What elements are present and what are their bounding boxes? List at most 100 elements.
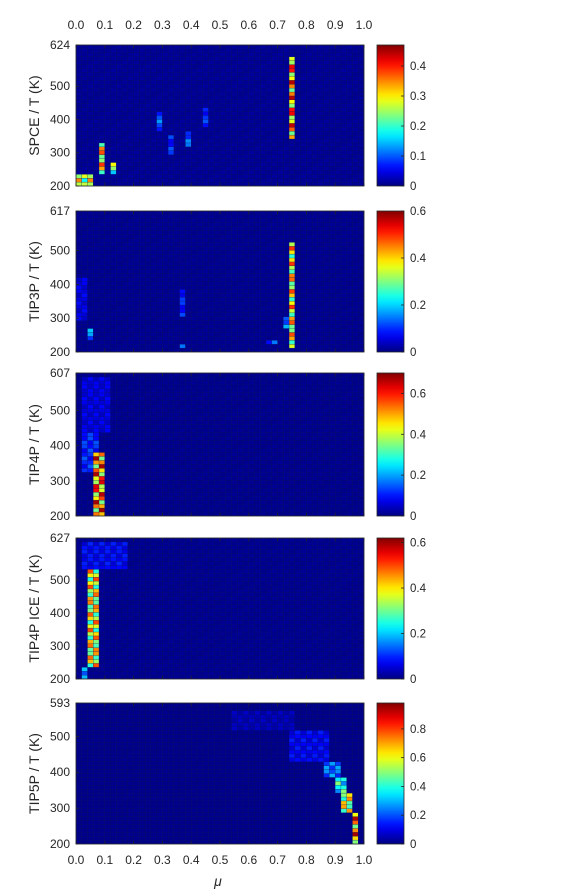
heatmap-cell (167, 158, 175, 163)
heatmap-cell (323, 281, 330, 286)
heatmap-cell (150, 296, 157, 302)
heatmap-cell (173, 170, 180, 175)
heatmap-cell (162, 448, 169, 453)
heatmap-cell (225, 242, 232, 247)
heatmap-cell (283, 166, 290, 171)
heatmap-cell (121, 234, 129, 239)
heatmap-cell (87, 52, 94, 57)
heatmap-cell (208, 134, 215, 140)
heatmap-cell (104, 396, 111, 401)
heatmap-cell (75, 44, 82, 50)
heatmap-cell (260, 134, 267, 140)
heatmap-cell (110, 448, 117, 453)
heatmap-cell (294, 72, 301, 77)
heatmap-cell (254, 300, 261, 306)
heatmap-cell (248, 52, 255, 57)
heatmap-cell (121, 48, 129, 54)
heatmap-cell (162, 80, 169, 85)
heatmap-cell (306, 76, 313, 81)
heatmap-cell (110, 134, 117, 140)
heatmap-cell (156, 440, 163, 445)
heatmap-cell (311, 177, 319, 183)
heatmap-cell (93, 64, 100, 69)
heatmap-cell (271, 416, 278, 421)
heatmap-cell (139, 372, 146, 378)
heatmap-cell (288, 138, 296, 144)
heatmap-cell (133, 420, 140, 425)
heatmap-cell (260, 289, 267, 294)
heatmap-cell (254, 134, 261, 140)
heatmap-cell (150, 300, 157, 306)
heatmap-cell (116, 316, 123, 321)
heatmap-cell (81, 507, 88, 513)
heatmap-cell (150, 468, 157, 473)
heatmap-cell (98, 468, 105, 473)
heatmap-cell (173, 424, 180, 429)
heatmap-cell (311, 170, 319, 175)
heatmap-cell (202, 340, 209, 345)
heatmap-cell (340, 316, 347, 321)
heatmap-cell (294, 332, 301, 337)
heatmap-cell (237, 332, 244, 337)
heatmap-cell (87, 472, 94, 477)
heatmap-cell (237, 138, 244, 144)
heatmap-cell (231, 238, 238, 243)
heatmap-cell (110, 440, 117, 445)
heatmap-cell (265, 146, 273, 151)
heatmap-cell (271, 308, 278, 314)
heatmap-cell (231, 230, 238, 235)
heatmap-cell (127, 87, 134, 93)
heatmap-cell (294, 166, 301, 171)
heatmap-cell (260, 404, 267, 409)
heatmap-cell (265, 123, 273, 128)
heatmap-cell (139, 436, 146, 441)
heatmap-cell (156, 452, 163, 457)
heatmap-cell (277, 289, 284, 294)
heatmap-cell (81, 380, 88, 386)
heatmap-cell (121, 340, 129, 345)
heatmap-cell (150, 265, 157, 270)
heatmap-cell (133, 158, 140, 163)
heatmap-cell (283, 444, 290, 449)
heatmap-cell (81, 468, 88, 473)
heatmap-cell (283, 162, 290, 167)
heatmap-cell (116, 432, 123, 437)
heatmap-cell (254, 312, 261, 317)
heatmap-cell (98, 343, 105, 349)
heatmap-cell (133, 380, 140, 386)
heatmap-cell (248, 95, 255, 101)
heatmap-cell (75, 448, 82, 453)
heatmap-cell (196, 162, 203, 167)
heatmap-cell (208, 285, 215, 290)
heatmap-cell (242, 460, 249, 465)
heatmap-cell (93, 91, 100, 97)
heatmap-cell (133, 308, 140, 314)
heatmap-cell (179, 468, 186, 473)
heatmap-cell (167, 218, 175, 223)
heatmap-cell (271, 242, 278, 247)
heatmap-cell (127, 134, 134, 140)
heatmap-cell (173, 154, 180, 159)
heatmap-cell (346, 142, 353, 148)
heatmap-cell (277, 312, 284, 317)
heatmap-cell (219, 146, 226, 151)
heatmap-cell (260, 384, 267, 390)
heatmap-cell (144, 166, 152, 171)
heatmap-cell (254, 64, 261, 69)
heatmap-cell (300, 316, 307, 321)
heatmap-cell (271, 488, 278, 493)
heatmap-cell (265, 503, 273, 509)
heatmap-cell (277, 495, 284, 501)
heatmap-cell (346, 218, 353, 223)
heatmap-cell (116, 388, 123, 394)
heatmap-cell (167, 444, 175, 449)
heatmap-cell (162, 440, 169, 445)
heatmap-cell (214, 343, 221, 349)
heatmap-cell (277, 177, 284, 183)
heatmap-cell (93, 234, 100, 239)
heatmap-cell (260, 130, 267, 136)
heatmap-cell (283, 111, 290, 116)
heatmap-cell (311, 72, 319, 77)
heatmap-cell (214, 80, 221, 85)
